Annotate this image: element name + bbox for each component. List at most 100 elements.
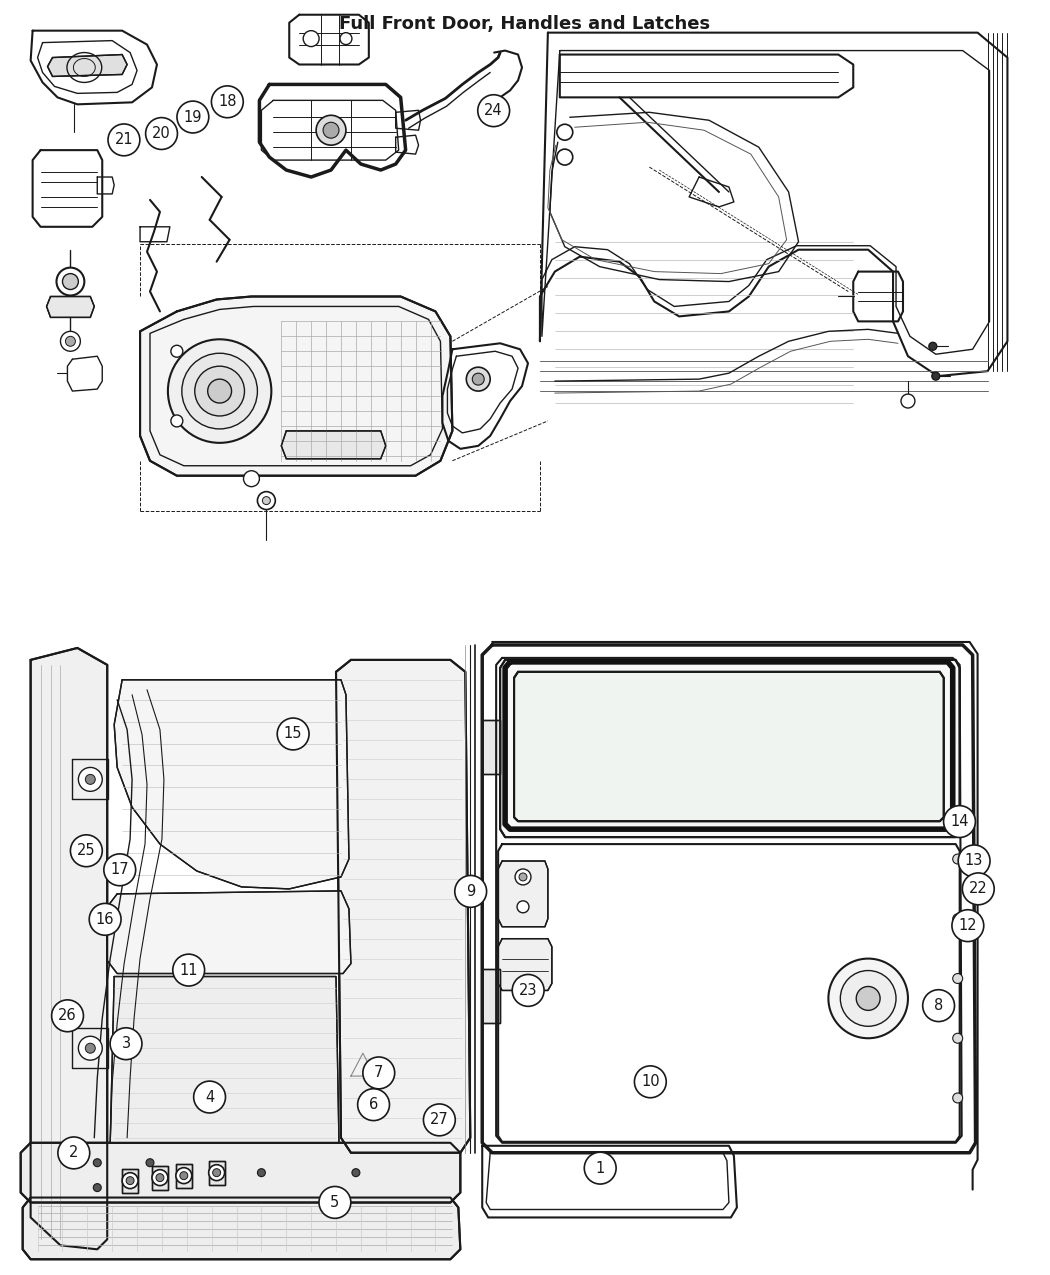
Polygon shape (21, 1142, 460, 1202)
Polygon shape (110, 977, 339, 1142)
Circle shape (58, 1137, 89, 1169)
Circle shape (455, 876, 486, 908)
Circle shape (65, 337, 76, 347)
Circle shape (952, 974, 963, 983)
Text: 22: 22 (969, 881, 988, 896)
Polygon shape (23, 1197, 460, 1260)
Text: Full Front Door, Handles and Latches: Full Front Door, Handles and Latches (339, 15, 711, 33)
Circle shape (556, 149, 572, 164)
Circle shape (108, 124, 140, 156)
Circle shape (856, 987, 880, 1010)
Text: 2: 2 (69, 1145, 79, 1160)
Circle shape (952, 1033, 963, 1043)
Circle shape (61, 332, 81, 351)
Circle shape (93, 1183, 101, 1192)
Text: 6: 6 (369, 1098, 378, 1112)
Circle shape (358, 1089, 390, 1121)
Circle shape (512, 974, 544, 1006)
Circle shape (257, 1169, 266, 1177)
Circle shape (952, 854, 963, 864)
Text: 17: 17 (110, 862, 129, 877)
Polygon shape (482, 719, 500, 774)
Circle shape (929, 342, 937, 351)
Circle shape (211, 85, 244, 117)
Text: 9: 9 (466, 884, 476, 899)
Polygon shape (498, 861, 548, 927)
Circle shape (146, 117, 177, 149)
Circle shape (180, 1172, 188, 1179)
Circle shape (901, 394, 915, 408)
Circle shape (923, 989, 954, 1021)
Polygon shape (500, 660, 960, 838)
Text: 27: 27 (430, 1112, 448, 1127)
Circle shape (62, 274, 79, 289)
Polygon shape (30, 648, 107, 1250)
Circle shape (208, 379, 232, 403)
Circle shape (177, 101, 209, 133)
Circle shape (634, 1066, 667, 1098)
Polygon shape (114, 680, 349, 889)
Circle shape (584, 1153, 616, 1184)
Circle shape (931, 372, 940, 380)
Polygon shape (482, 969, 500, 1024)
Text: 7: 7 (374, 1066, 383, 1080)
Circle shape (519, 873, 527, 881)
Polygon shape (281, 431, 385, 459)
Circle shape (126, 1177, 134, 1184)
Circle shape (952, 914, 963, 924)
Circle shape (316, 115, 345, 145)
Circle shape (110, 1028, 142, 1060)
Polygon shape (209, 1160, 225, 1184)
Text: 10: 10 (640, 1075, 659, 1089)
Polygon shape (107, 891, 351, 974)
Text: 4: 4 (205, 1090, 214, 1104)
Circle shape (193, 1081, 226, 1113)
Circle shape (156, 1174, 164, 1182)
Circle shape (173, 954, 205, 986)
Circle shape (556, 124, 572, 140)
Circle shape (175, 1168, 192, 1183)
Polygon shape (122, 1169, 138, 1192)
Circle shape (952, 910, 984, 942)
Circle shape (466, 367, 490, 391)
Circle shape (257, 492, 275, 510)
Text: 15: 15 (284, 727, 302, 742)
Polygon shape (498, 938, 552, 991)
Circle shape (840, 970, 896, 1026)
Circle shape (171, 346, 183, 357)
Text: 16: 16 (96, 912, 114, 927)
Circle shape (93, 1159, 101, 1167)
Circle shape (89, 904, 121, 936)
Circle shape (363, 1057, 395, 1089)
Circle shape (277, 718, 309, 750)
Circle shape (244, 470, 259, 487)
Polygon shape (152, 1165, 168, 1190)
Circle shape (85, 1043, 96, 1053)
Circle shape (303, 31, 319, 47)
Circle shape (146, 1159, 154, 1167)
Circle shape (944, 806, 975, 838)
Polygon shape (175, 1164, 192, 1187)
Circle shape (57, 268, 84, 296)
Text: 25: 25 (77, 843, 96, 858)
Polygon shape (46, 297, 94, 317)
Circle shape (478, 94, 509, 126)
Circle shape (79, 768, 102, 792)
Circle shape (952, 1093, 963, 1103)
Circle shape (517, 901, 529, 913)
Circle shape (51, 1000, 83, 1031)
Circle shape (171, 414, 183, 427)
Polygon shape (47, 55, 127, 76)
Circle shape (516, 870, 531, 885)
Text: 8: 8 (934, 998, 943, 1014)
Circle shape (182, 353, 257, 428)
Polygon shape (140, 297, 453, 476)
Circle shape (122, 1173, 138, 1188)
Circle shape (828, 959, 908, 1038)
Circle shape (959, 845, 990, 877)
Circle shape (963, 873, 994, 905)
Text: 21: 21 (114, 133, 133, 148)
Polygon shape (336, 660, 470, 1153)
Circle shape (213, 1169, 220, 1177)
Circle shape (209, 1164, 225, 1181)
